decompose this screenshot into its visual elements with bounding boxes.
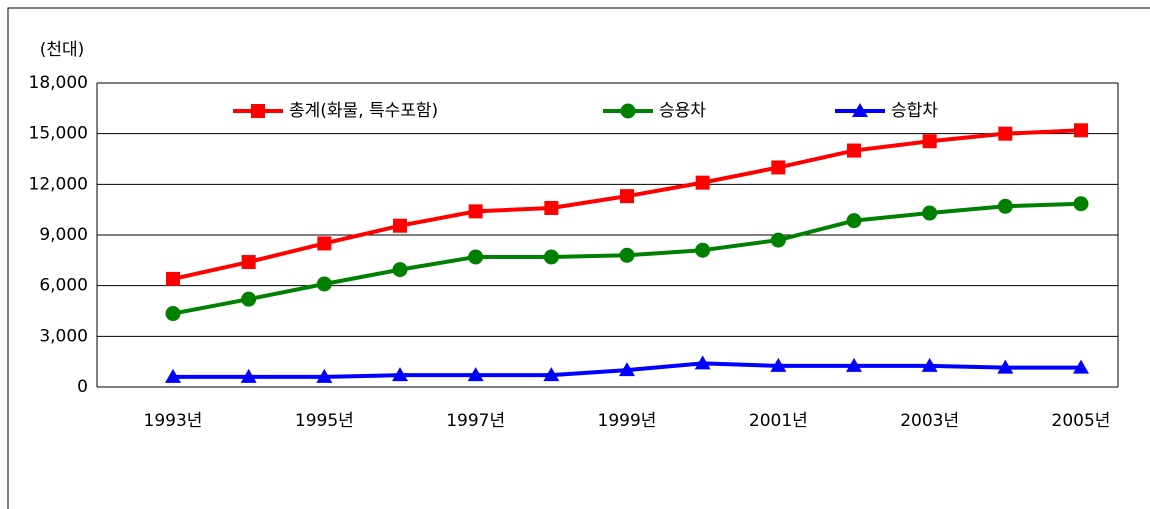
- marker-circle: [922, 205, 938, 221]
- y-tick-label: 0: [77, 377, 88, 397]
- marker-triangle: [165, 368, 181, 383]
- marker-circle: [165, 306, 181, 322]
- legend-label: 승용차: [659, 101, 706, 121]
- x-tick-label: 1993년: [144, 411, 203, 431]
- marker-triangle: [543, 367, 560, 382]
- marker-triangle: [846, 357, 862, 372]
- marker-square: [544, 200, 559, 215]
- marker-triangle: [770, 357, 787, 372]
- marker-square: [998, 126, 1013, 141]
- marker-triangle: [852, 103, 868, 117]
- marker-triangle: [392, 367, 408, 382]
- marker-circle: [997, 198, 1013, 214]
- y-tick-label: 12,000: [29, 174, 88, 194]
- marker-circle: [846, 213, 862, 229]
- x-tick-label: 1997년: [446, 411, 505, 431]
- x-tick-label: 1995년: [295, 411, 354, 431]
- marker-triangle: [694, 355, 711, 370]
- marker-circle: [619, 247, 635, 263]
- marker-square: [468, 204, 483, 219]
- marker-circle: [468, 249, 484, 265]
- marker-square: [695, 175, 710, 190]
- x-tick-label: 2001년: [749, 411, 808, 431]
- marker-triangle: [467, 367, 484, 382]
- x-tick-label: 2003년: [900, 411, 959, 431]
- marker-square: [620, 189, 634, 204]
- marker-triangle: [240, 368, 257, 383]
- marker-square: [771, 160, 786, 175]
- marker-triangle: [921, 357, 938, 372]
- x-tick-label: 2005년: [1052, 411, 1111, 431]
- marker-circle: [620, 103, 636, 119]
- marker-circle: [543, 249, 559, 265]
- marker-triangle: [997, 359, 1014, 374]
- y-tick-label: 3,000: [39, 326, 88, 346]
- y-tick-label: 9,000: [39, 225, 88, 245]
- marker-square: [393, 218, 407, 233]
- marker-triangle: [619, 362, 635, 377]
- marker-circle: [695, 242, 711, 258]
- marker-square: [847, 143, 861, 158]
- marker-circle: [770, 232, 786, 248]
- marker-circle: [241, 291, 257, 307]
- x-tick-label: 1999년: [598, 411, 657, 431]
- marker-triangle: [316, 368, 333, 383]
- marker-square: [166, 271, 180, 286]
- legend-label: 승합차: [891, 101, 938, 121]
- marker-circle: [316, 276, 332, 292]
- marker-square: [251, 104, 265, 118]
- y-tick-label: 15,000: [29, 124, 88, 144]
- y-axis-label: (천대): [40, 40, 85, 60]
- marker-square: [241, 255, 256, 270]
- y-tick-label: 6,000: [39, 276, 88, 296]
- chart-frame: [7, 7, 1150, 509]
- marker-circle: [392, 262, 408, 278]
- marker-square: [1074, 123, 1088, 138]
- legend-label: 총계(화물, 특수포함): [289, 101, 438, 121]
- marker-square: [922, 134, 937, 149]
- marker-circle: [1073, 196, 1089, 212]
- marker-triangle: [1073, 359, 1089, 374]
- marker-square: [317, 236, 332, 251]
- y-tick-label: 18,000: [29, 73, 88, 93]
